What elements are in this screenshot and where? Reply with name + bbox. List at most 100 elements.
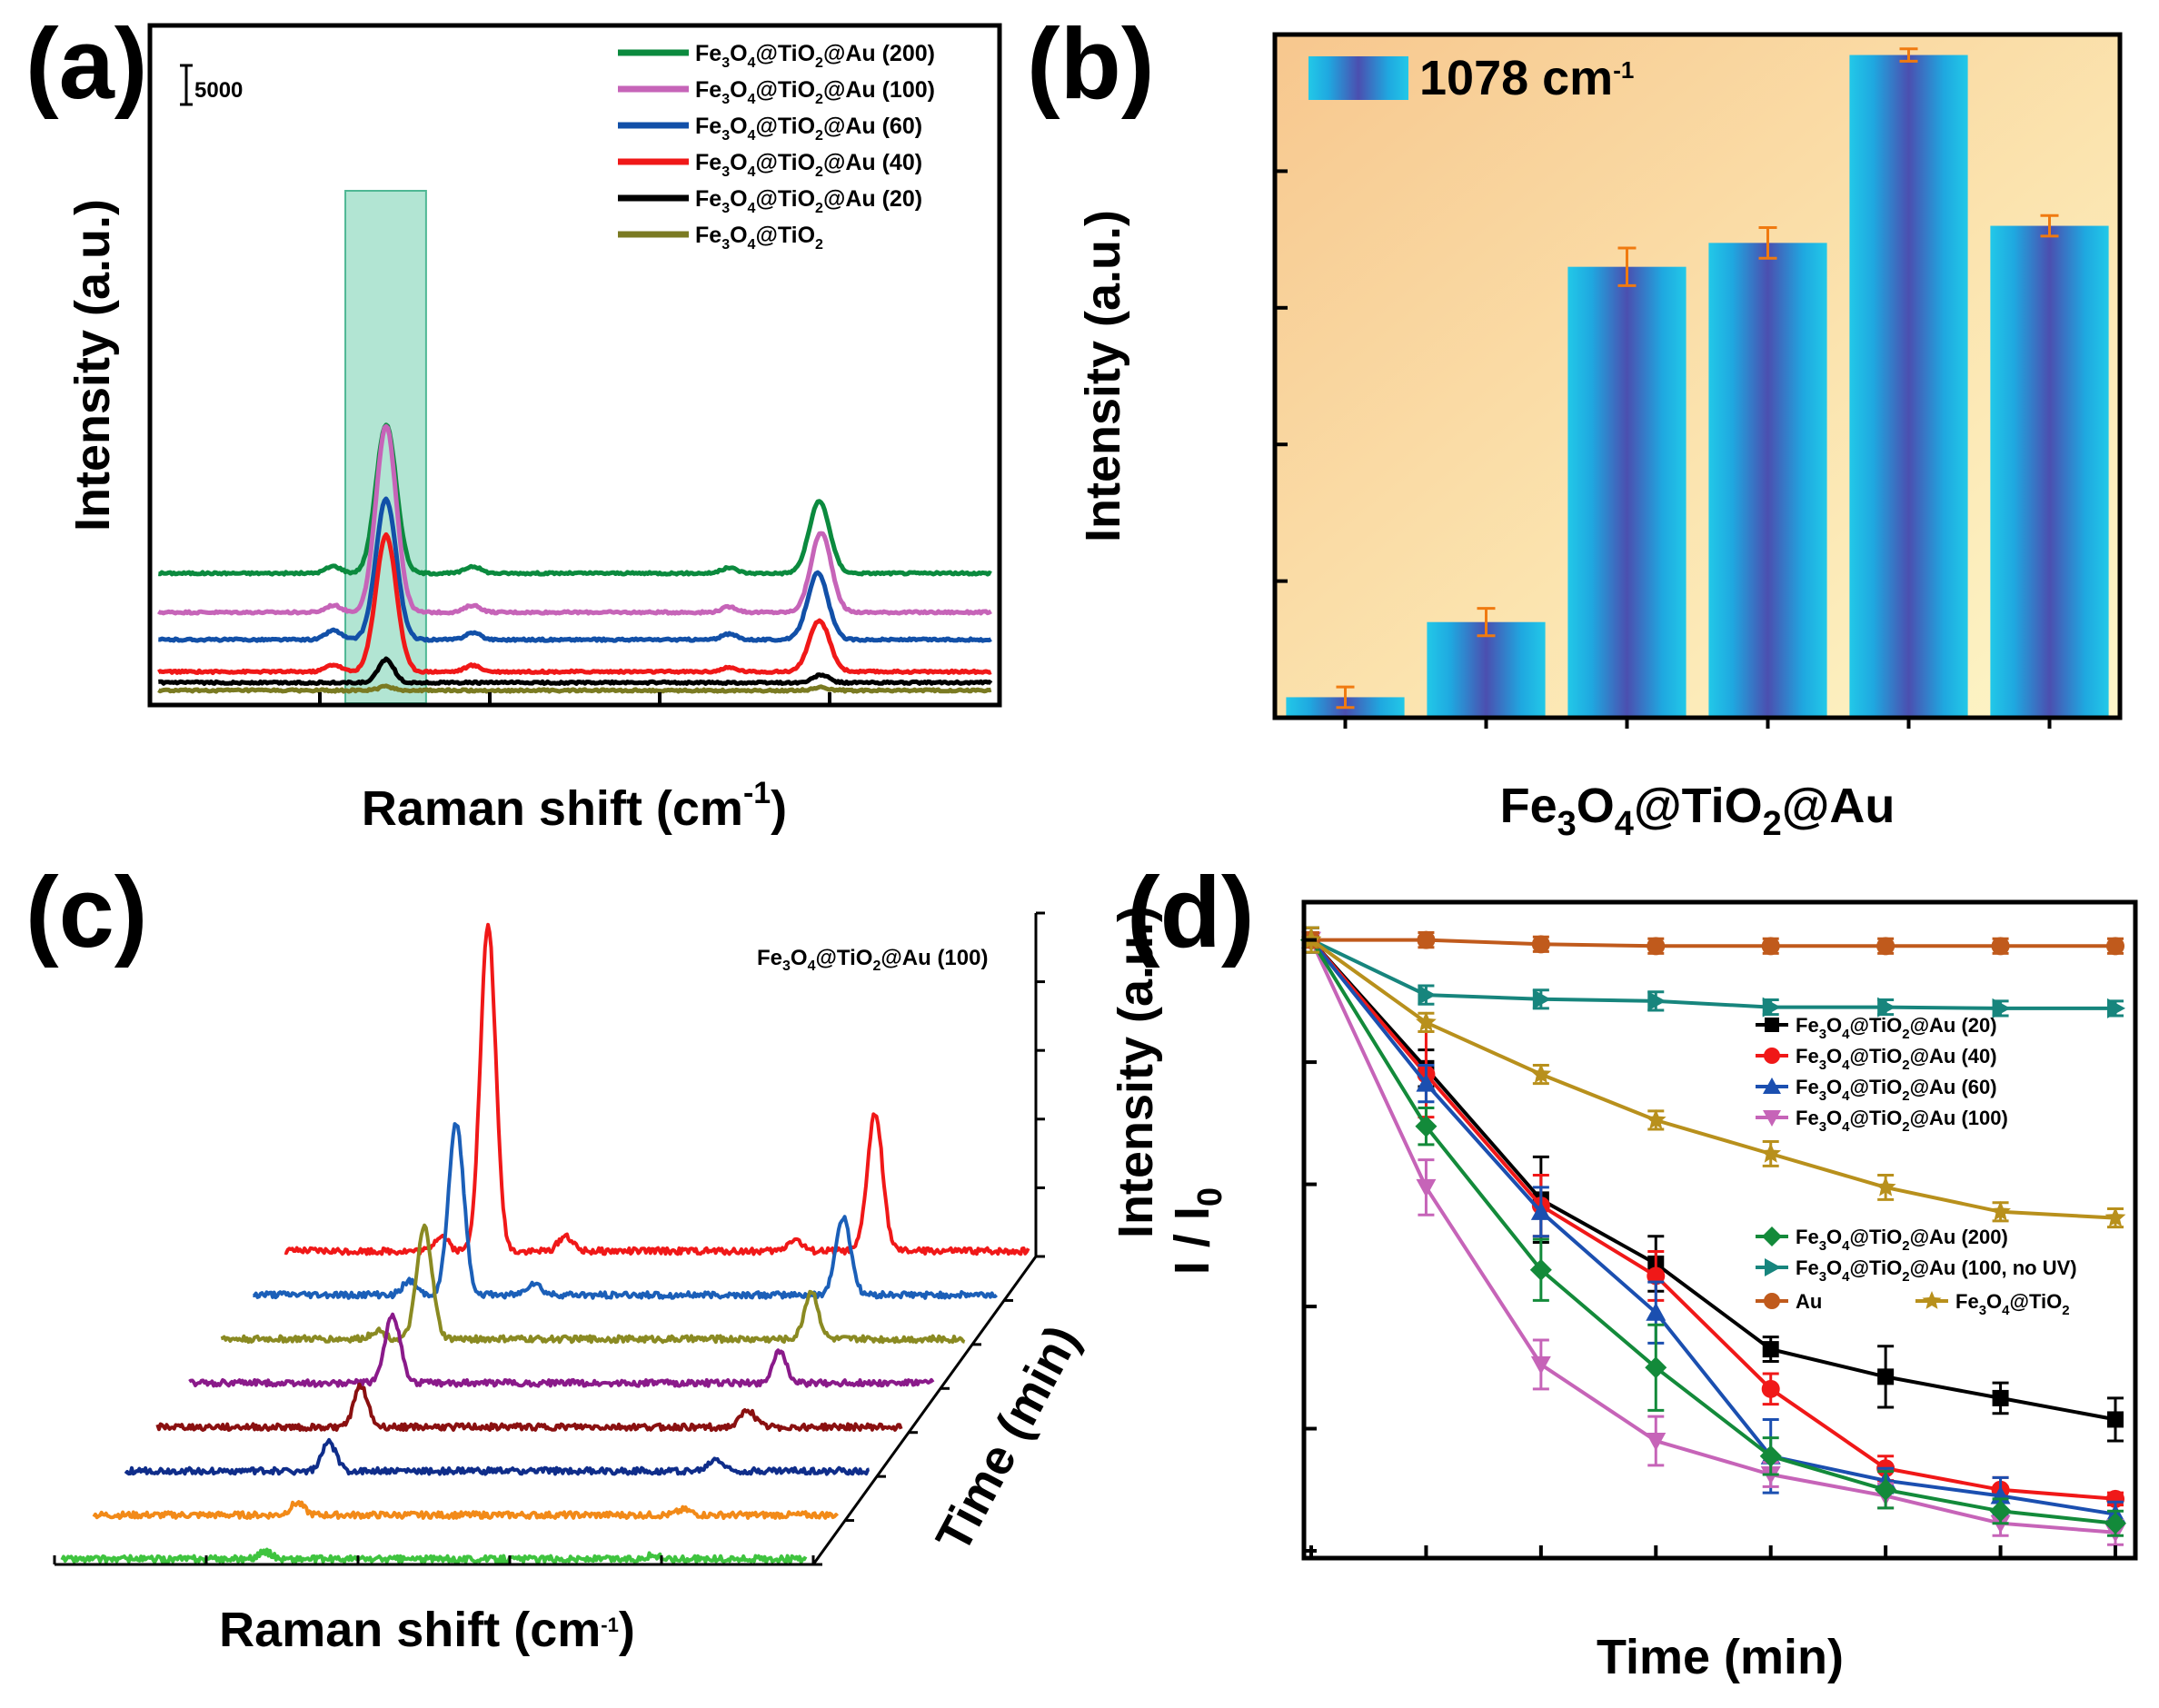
panel-d-series bbox=[1300, 926, 2126, 1546]
panel-a-label: (a) bbox=[25, 8, 147, 120]
panel-d-x-label: Time (min) bbox=[1597, 1630, 1844, 1684]
marker-circle bbox=[1991, 937, 2010, 956]
spectrum-line-t30 bbox=[188, 1312, 935, 1388]
marker-star bbox=[1990, 1200, 2011, 1221]
legend-label: Fe3O4@TiO2@Au (100) bbox=[695, 77, 935, 107]
marker-triangle-down bbox=[1763, 1110, 1781, 1127]
panel-a-frame bbox=[147, 23, 1002, 708]
legend-label: Fe3O4@TiO2@Au (60) bbox=[1796, 1076, 1997, 1104]
panel-b: (b) 1078 cm-1 Fe3O4@TiO2@Au Intensity (a… bbox=[1027, 8, 2123, 843]
marker-diamond bbox=[2104, 1512, 2126, 1534]
error-bar bbox=[1617, 246, 1637, 287]
marker-circle bbox=[1531, 935, 1550, 954]
marker-triangle-right bbox=[2107, 998, 2125, 1018]
panel-b-legend: 1078 cm-1 bbox=[1308, 51, 1634, 105]
marker-triangle-down bbox=[1416, 1178, 1437, 1197]
marker-triangle-right bbox=[1992, 998, 2011, 1018]
marker-square bbox=[1762, 1341, 1779, 1358]
marker-diamond bbox=[1645, 1356, 1667, 1379]
panel-c-time-axis bbox=[813, 1255, 1045, 1566]
panel-b-y-label: Intensity (a.u.) bbox=[1076, 210, 1130, 542]
series-7 bbox=[1300, 926, 2126, 1229]
scale-bar: 5000 bbox=[180, 64, 243, 106]
marker-star bbox=[1645, 1109, 1667, 1129]
spectrum-line-t70 bbox=[60, 1547, 808, 1564]
legend-1078-label: 1078 cm-1 bbox=[1419, 51, 1634, 105]
legend-label: Fe3O4@TiO2@Au (60) bbox=[695, 114, 922, 144]
spectrum-line-4 bbox=[157, 656, 993, 686]
marker-triangle-right bbox=[1762, 997, 1781, 1018]
marker-square bbox=[1992, 1389, 2009, 1406]
bar-100 bbox=[1849, 55, 1968, 719]
series-line bbox=[1311, 938, 2115, 948]
spectrum-line-t40 bbox=[155, 1382, 903, 1433]
spectrum-line-t50 bbox=[124, 1437, 870, 1476]
marker-diamond bbox=[1759, 1445, 1782, 1467]
marker-star bbox=[1416, 1011, 1437, 1032]
marker-star bbox=[2104, 1207, 2126, 1227]
marker-triangle-right bbox=[1532, 988, 1551, 1009]
series-line bbox=[1309, 938, 2116, 1525]
legend-label: Fe3O4@TiO2 bbox=[1955, 1290, 2070, 1318]
series-0 bbox=[1303, 926, 2124, 1443]
panel-d-y-label: I / I0 bbox=[1165, 1187, 1229, 1275]
legend-label: Fe3O4@TiO2@Au (100) bbox=[1796, 1107, 2008, 1135]
marker-square bbox=[2107, 1411, 2124, 1428]
series-line bbox=[1309, 938, 2116, 1534]
error-bar bbox=[1336, 685, 1355, 710]
legend-label: Au bbox=[1796, 1290, 1822, 1313]
marker-diamond bbox=[1989, 1500, 2012, 1523]
error-bar bbox=[2040, 214, 2059, 238]
series-line bbox=[1309, 938, 2116, 1220]
marker-triangle-down bbox=[1646, 1432, 1667, 1451]
panel-c-time-axis-line bbox=[811, 1256, 1038, 1565]
panel-d-frame bbox=[1301, 899, 2138, 1561]
panel-a-spectra bbox=[156, 422, 993, 694]
spectrum-line-1 bbox=[156, 423, 992, 616]
panel-b-y-axis bbox=[1275, 33, 1288, 720]
legend-label: Fe3O4@TiO2@Au (20) bbox=[1796, 1014, 1997, 1042]
panel-d-legend: Fe3O4@TiO2@Au (20) Fe3O4@TiO2@Au (40) Fe3O… bbox=[1756, 1014, 2077, 1318]
marker-triangle-up bbox=[1530, 1201, 1551, 1220]
series-line bbox=[1309, 938, 2116, 1516]
marker-triangle-up bbox=[1646, 1302, 1667, 1321]
marker-square bbox=[1765, 1018, 1779, 1032]
marker-diamond bbox=[1875, 1478, 1897, 1501]
marker-circle bbox=[2106, 1489, 2124, 1508]
marker-circle bbox=[1876, 937, 1895, 956]
series-line bbox=[1309, 938, 2116, 1501]
legend-label: Fe3O4@TiO2@Au (200) bbox=[1796, 1226, 2008, 1254]
marker-circle bbox=[1761, 937, 1780, 956]
marker-star bbox=[1760, 1143, 1782, 1163]
panel-b-label: (b) bbox=[1027, 8, 1154, 120]
legend-label: Fe3O4@TiO2@Au (20) bbox=[695, 186, 922, 216]
marker-circle bbox=[1647, 937, 1666, 956]
panel-a-x-label: Raman shift (cm-1) bbox=[362, 776, 787, 836]
series-6 bbox=[1302, 930, 2124, 956]
marker-circle bbox=[1764, 1293, 1780, 1309]
spectrum-line-t10 bbox=[253, 1122, 999, 1300]
bar-40 bbox=[1567, 266, 1686, 718]
spectrum-line-5 bbox=[157, 683, 992, 694]
legend-label: Fe3O4@TiO2@Au (100, no UV) bbox=[1796, 1256, 2077, 1285]
error-bar bbox=[1758, 225, 1777, 260]
spectrum-line-t0 bbox=[284, 922, 1030, 1256]
bar-60 bbox=[1708, 243, 1827, 718]
marker-star bbox=[1922, 1291, 1942, 1309]
marker-diamond bbox=[1415, 1115, 1438, 1137]
legend-swatch bbox=[1308, 56, 1408, 100]
panel-c-label: (c) bbox=[25, 857, 147, 968]
legend-label: Fe3O4@TiO2@Au (40) bbox=[1796, 1045, 1997, 1073]
marker-square bbox=[1877, 1368, 1895, 1385]
spectrum-line-t60 bbox=[92, 1500, 840, 1520]
marker-triangle-right bbox=[1765, 1258, 1781, 1276]
marker-circle bbox=[1417, 930, 1436, 949]
marker-diamond bbox=[1529, 1258, 1552, 1281]
error-bar bbox=[1477, 607, 1496, 638]
marker-star bbox=[1875, 1176, 1896, 1197]
marker-triangle-down bbox=[1530, 1355, 1551, 1375]
panel-d-x-axis bbox=[1309, 1545, 2117, 1558]
marker-circle bbox=[1764, 1048, 1780, 1064]
panel-b-x-axis bbox=[1343, 718, 2052, 729]
